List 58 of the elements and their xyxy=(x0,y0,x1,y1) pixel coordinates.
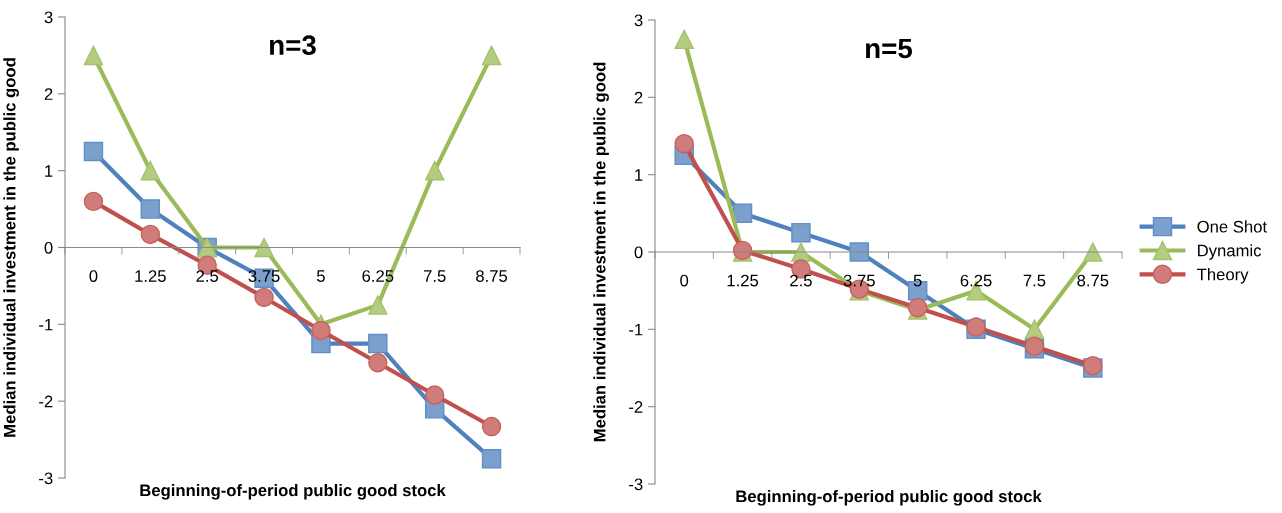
y-tick-label: 1 xyxy=(45,165,53,177)
point xyxy=(83,141,104,162)
point xyxy=(83,191,104,212)
x-tick-label: 5 xyxy=(316,270,325,282)
x-tick-label: 1.25 xyxy=(135,270,166,282)
point xyxy=(424,160,445,181)
x-tick-label: 8.75 xyxy=(476,270,508,282)
y-tick-label: -2 xyxy=(629,401,643,413)
y-tick-label: 1 xyxy=(635,169,643,181)
y-tick-label: 0 xyxy=(634,246,643,259)
y-tick-label: 0 xyxy=(44,241,53,254)
legend-label: Theory xyxy=(1197,268,1249,284)
point xyxy=(140,224,161,245)
x-tick-label: 5 xyxy=(913,274,922,287)
y-tick-label: -1 xyxy=(39,318,53,331)
point xyxy=(140,160,161,181)
legend-label: One Shot xyxy=(1197,220,1267,233)
x-tick-label: 7.5 xyxy=(423,270,446,282)
point xyxy=(368,333,388,354)
x-tick-label: 0 xyxy=(89,270,98,282)
legend-label: Dynamic xyxy=(1198,244,1262,260)
point xyxy=(849,242,870,262)
x-tick-label: 2.5 xyxy=(790,274,812,287)
y-tick-label: 2 xyxy=(44,88,53,100)
point xyxy=(83,45,104,66)
point xyxy=(254,237,274,258)
y-tick-label: -3 xyxy=(629,478,643,491)
x-tick-label: 7.5 xyxy=(1023,274,1046,287)
point xyxy=(674,29,694,50)
point xyxy=(140,199,161,219)
y-axis-title: Median individual investment in the public good xyxy=(593,62,609,442)
point xyxy=(481,45,502,66)
text: n=3 xyxy=(270,35,316,56)
point xyxy=(368,295,388,315)
point xyxy=(481,449,502,469)
y-tick-label: 3 xyxy=(44,11,53,24)
point xyxy=(368,353,388,373)
x-tick-label: 1.25 xyxy=(727,274,759,287)
y-axis-title: Median individual investment in the public good xyxy=(3,58,19,437)
point xyxy=(674,134,694,154)
x-axis-title: Beginning-of-period public good stock xyxy=(140,484,446,500)
y-tick-label: -1 xyxy=(629,323,643,336)
y-tick-label: -3 xyxy=(39,472,53,485)
point xyxy=(424,385,445,405)
point xyxy=(481,416,502,437)
y-tick-label: 3 xyxy=(634,14,643,27)
x-tick-label: 8.75 xyxy=(1077,274,1109,287)
x-tick-label: 2.5 xyxy=(196,270,219,282)
y-tick-label: -2 xyxy=(39,395,53,408)
x-axis-title: Beginning-of-period public good stock xyxy=(736,490,1042,506)
point xyxy=(254,287,274,308)
point xyxy=(1083,242,1103,262)
x-tick-label: 0 xyxy=(680,274,689,287)
text: n=5 xyxy=(866,38,913,59)
point xyxy=(791,222,811,243)
point xyxy=(311,320,331,341)
y-tick-label: 2 xyxy=(634,91,643,104)
x-tick-label: 6.25 xyxy=(960,274,992,287)
